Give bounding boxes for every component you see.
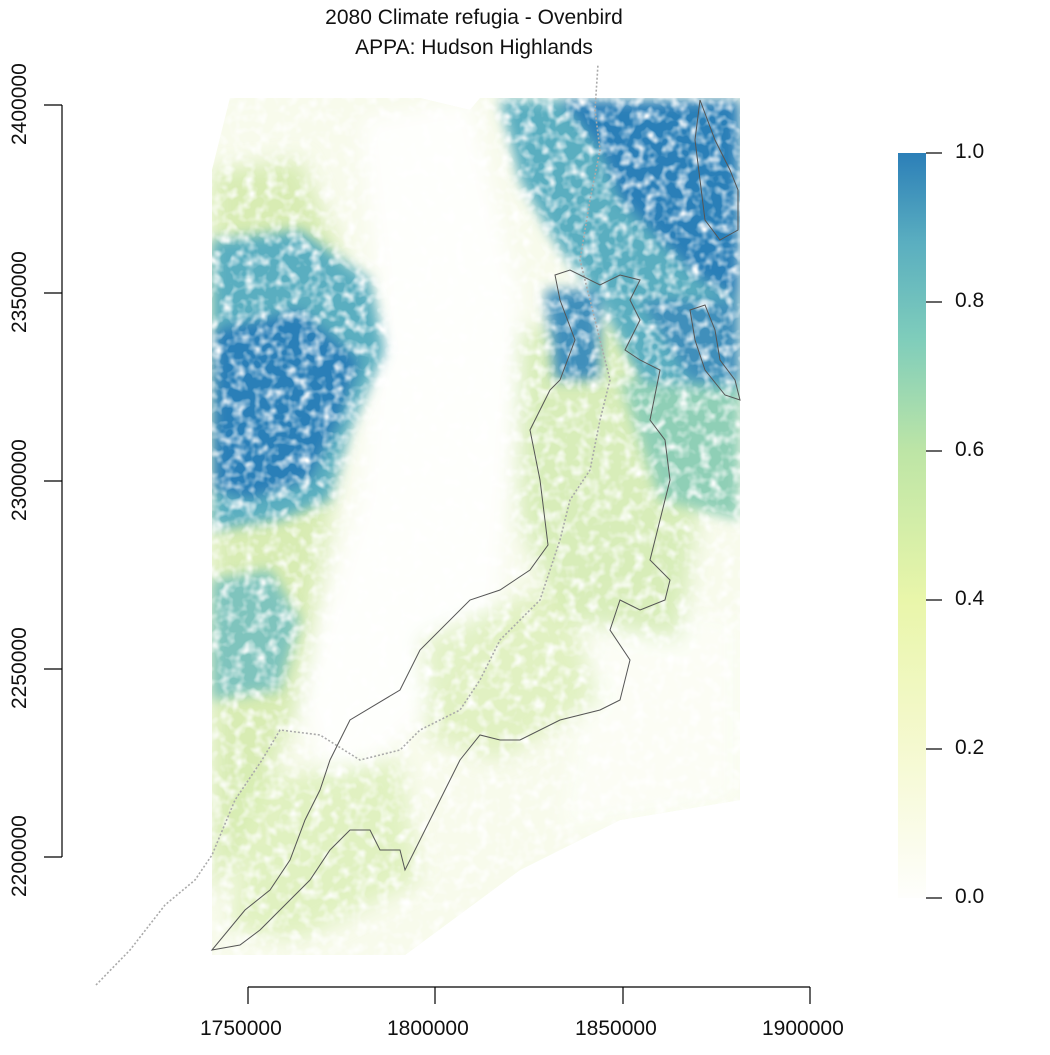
x-tick-label: 1850000: [575, 1017, 657, 1040]
y-axis: [44, 104, 63, 858]
appa-boundary-ne2: [689, 304, 741, 401]
appa-boundary-ne: [694, 99, 739, 241]
map-title: 2080 Climate refugia - Ovenbird: [325, 6, 623, 29]
x-tick-label: 1800000: [387, 1017, 469, 1040]
legend-colorbar: [898, 152, 942, 899]
legend-tick-label: 1.0: [955, 140, 985, 163]
map-subtitle: APPA: Hudson Highlands: [355, 36, 593, 59]
x-tick-label: 1900000: [762, 1017, 844, 1040]
legend-tick-label: 0.4: [955, 587, 985, 610]
y-tick-label: 2250000: [8, 627, 31, 709]
legend-tick-label: 0.6: [955, 438, 985, 461]
y-tick-label: 2300000: [8, 439, 31, 521]
suitability-raster: [212, 98, 740, 955]
y-tick-label: 2400000: [8, 63, 31, 145]
legend-tick-label: 0.2: [955, 736, 985, 759]
state-boundary: [95, 63, 611, 986]
x-axis: [247, 986, 811, 1004]
appa-boundary: [210, 269, 671, 951]
y-tick-label: 2350000: [8, 251, 31, 333]
legend-tick-label: 0.8: [955, 289, 985, 312]
x-tick-label: 1750000: [200, 1017, 282, 1040]
y-tick-label: 2200000: [8, 815, 31, 897]
legend-tick-label: 0.0: [955, 885, 985, 908]
